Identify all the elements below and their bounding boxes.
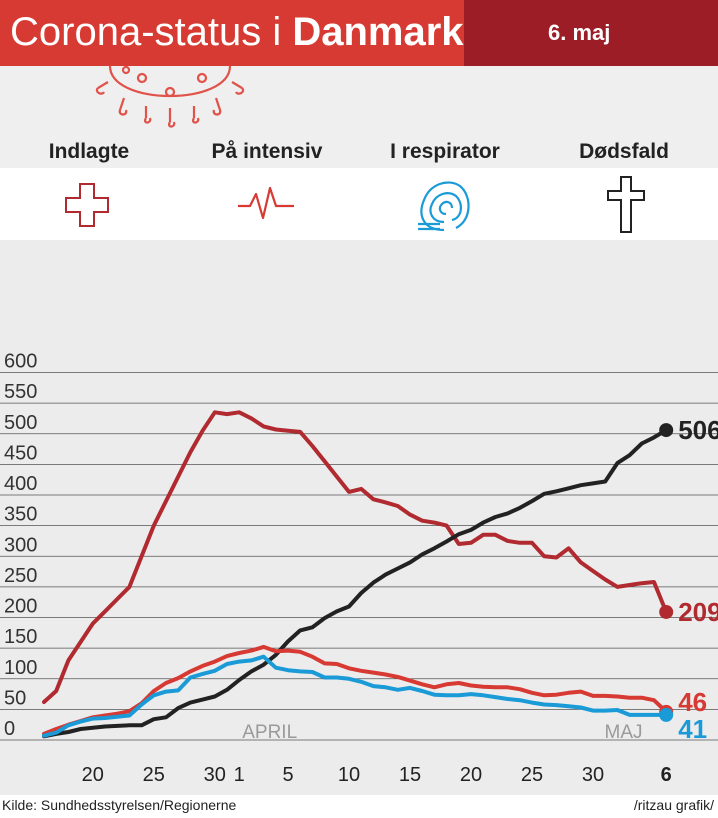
end-marker-1 xyxy=(659,604,674,619)
y-tick-label: 100 xyxy=(4,657,37,679)
page-title: Corona-status i Danmark xyxy=(10,8,464,56)
x-tick-label: 5 xyxy=(282,764,293,786)
series-line-1 xyxy=(42,410,669,704)
cross-icon xyxy=(65,183,109,227)
x-tick-label: 30 xyxy=(582,764,604,786)
chart-grid xyxy=(0,372,718,741)
title-prefix: Corona-status i xyxy=(10,10,293,54)
header-right-panel xyxy=(464,0,718,66)
y-tick-label: 550 xyxy=(4,381,37,403)
month-labels: APRIL MAJ xyxy=(242,722,642,743)
month-label: APRIL xyxy=(242,722,297,743)
end-value-label: 41 xyxy=(678,714,707,744)
legend-label-respirator: I respirator xyxy=(390,140,500,163)
x-axis-labels: 20 25 30 1 5 10 15 20 25 30 6 xyxy=(82,764,672,786)
y-tick-label: 50 xyxy=(4,687,26,709)
x-tick-label: 20 xyxy=(460,764,482,786)
end-value-label: 506 xyxy=(678,415,718,445)
y-tick-label: 350 xyxy=(4,504,37,526)
lungs-icon xyxy=(418,181,470,232)
series-line-4 xyxy=(42,654,669,738)
icon-band xyxy=(0,168,718,240)
x-tick-label: 15 xyxy=(399,764,421,786)
x-tick-label: 20 xyxy=(82,764,104,786)
y-tick-label: 450 xyxy=(4,442,37,464)
header-banner: Corona-status i Danmark 6. maj xyxy=(0,0,718,66)
end-marker-4 xyxy=(659,707,674,722)
end-value-label: 46 xyxy=(678,687,707,717)
y-tick-label: 200 xyxy=(4,596,37,618)
header-left-panel: Corona-status i Danmark xyxy=(0,0,464,66)
series-line-2 xyxy=(42,428,669,739)
virus-icon xyxy=(95,66,245,128)
y-axis-labels: 0 50 100 150 200 250 300 350 400 450 500 550 600 xyxy=(4,351,37,741)
source-credit: Kilde: Sundhedsstyrelsen/Regionerne xyxy=(2,797,237,813)
y-tick-label: 500 xyxy=(4,412,37,434)
x-tick-label: 1 xyxy=(234,764,245,786)
y-tick-label: 300 xyxy=(4,534,37,556)
y-tick-label: 250 xyxy=(4,565,37,587)
series-line-3 xyxy=(42,644,669,736)
end-marker-2 xyxy=(659,423,674,438)
end-value-label: 209 xyxy=(678,597,718,627)
x-tick-label: 25 xyxy=(521,764,543,786)
x-tick-label: 30 xyxy=(204,764,226,786)
month-label: MAJ xyxy=(605,722,643,743)
x-tick-label: 25 xyxy=(143,764,165,786)
legend-label-indlagte: Indlagte xyxy=(48,140,130,163)
grave-cross-icon xyxy=(607,176,645,233)
legend-label-doedsfald: Dødsfald xyxy=(579,140,669,163)
agency-credit: /ritzau grafik/ xyxy=(633,797,714,813)
series-lines xyxy=(42,410,669,739)
y-tick-label: 0 xyxy=(4,718,15,740)
x-tick-label: 10 xyxy=(338,764,360,786)
chart-background xyxy=(0,240,718,795)
y-tick-label: 150 xyxy=(4,626,37,648)
heartbeat-icon xyxy=(238,186,294,220)
legend-label-intensiv: På intensiv xyxy=(211,140,323,163)
y-tick-label: 600 xyxy=(4,351,37,373)
title-country: Danmark xyxy=(292,10,464,54)
x-tick-label: 6 xyxy=(661,764,672,786)
y-tick-label: 400 xyxy=(4,473,37,495)
date-label: 6. maj xyxy=(548,20,611,45)
